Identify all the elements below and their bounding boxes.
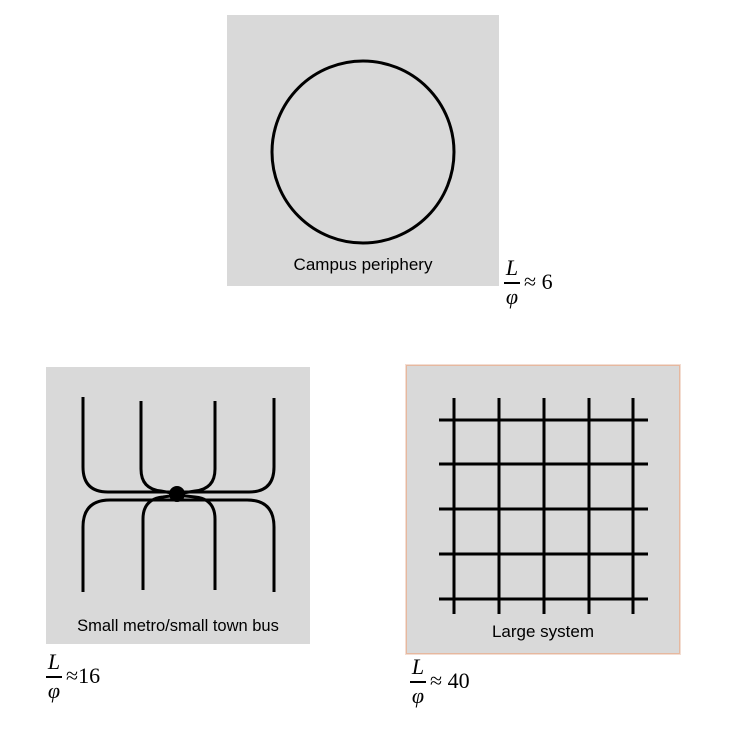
fraction-denominator: φ [411, 682, 425, 708]
fraction-numerator: L [505, 255, 519, 280]
route-bottom-inner-right [176, 493, 217, 590]
campus-loop-diagram [270, 59, 456, 245]
route-top-outer-right [177, 398, 276, 494]
ratio-value: ≈ 6 [524, 269, 553, 295]
fraction-denominator: φ [47, 677, 61, 703]
campus-periphery-panel: Campus periphery [227, 15, 499, 286]
fraction-bar [46, 676, 62, 678]
grid-routes-diagram [439, 398, 648, 614]
route-top-inner-right [176, 401, 217, 496]
route-top-outer-left [81, 397, 177, 494]
large-system-caption: Large system [491, 622, 595, 641]
fraction-bar [410, 681, 426, 683]
fraction-denominator: φ [505, 283, 519, 309]
large-ratio-formula: L φ ≈ 40 [410, 656, 470, 707]
loop-route [270, 59, 456, 245]
l-over-phi-fraction: L φ [46, 651, 62, 702]
campus-ratio-formula: L φ ≈ 6 [504, 257, 553, 308]
campus-periphery-caption: Campus periphery [293, 255, 433, 274]
small-metro-caption: Small metro/small town bus [77, 617, 279, 635]
fraction-numerator: L [411, 654, 425, 679]
metro-ratio-formula: L φ ≈16 [46, 651, 100, 702]
ratio-value: ≈ 40 [430, 668, 470, 694]
small-metro-panel: Small metro/small town bus [46, 367, 310, 644]
route-bottom-inner-left [141, 493, 178, 590]
route-bottom-outer-right [177, 498, 276, 592]
route-bottom-outer-left [81, 498, 177, 592]
fraction-bar [504, 282, 520, 284]
l-over-phi-fraction: L φ [504, 257, 520, 308]
large-system-panel: Large system [406, 365, 680, 654]
l-over-phi-fraction: L φ [410, 656, 426, 707]
ratio-value: ≈16 [66, 663, 101, 689]
route-top-inner-left [139, 401, 178, 496]
transfer-hub [169, 486, 185, 502]
pulse-routes-diagram [81, 397, 276, 592]
fraction-numerator: L [47, 649, 61, 674]
